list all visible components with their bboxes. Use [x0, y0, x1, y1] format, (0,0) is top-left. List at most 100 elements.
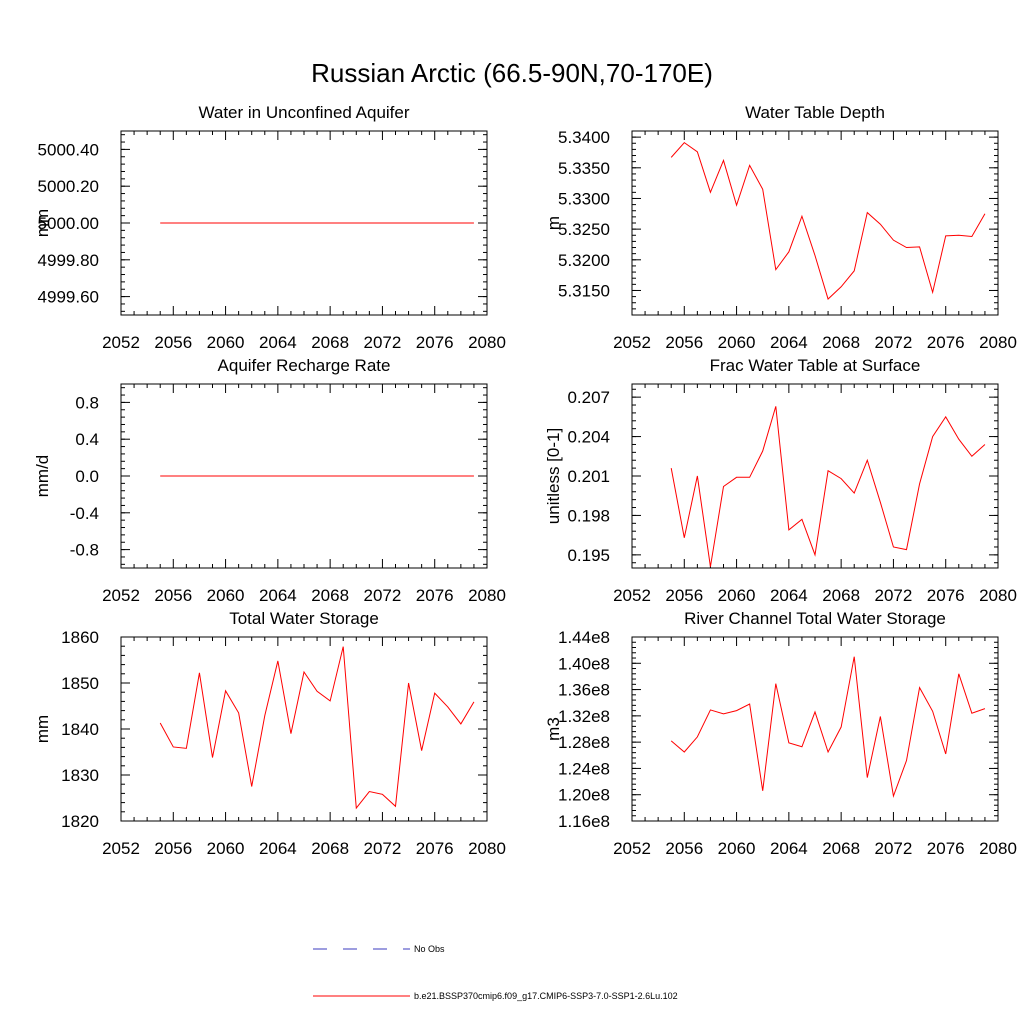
x-tick-label: 2076	[927, 586, 965, 605]
x-tick-label: 2064	[259, 839, 297, 858]
x-tick-label: 2068	[822, 586, 860, 605]
y-axis-label: m3	[544, 717, 563, 741]
panel-5: River Channel Total Water Storage m3 2052 2…	[544, 609, 1017, 858]
y-tick-label: 5.3200	[558, 251, 610, 270]
y-tick-label: 5.3150	[558, 281, 610, 300]
panel-0: Water in Unconfined Aquifer mm 2052 2056 206…	[33, 103, 506, 352]
y-tick-label: 1830	[61, 766, 99, 785]
y-tick-label: 0.195	[567, 546, 610, 565]
panel-title: Aquifer Recharge Rate	[218, 356, 391, 375]
panel-frame	[631, 130, 999, 316]
y-tick-label: 1.20e8	[558, 786, 610, 805]
panel-title: Frac Water Table at Surface	[710, 356, 921, 375]
y-tick-label: 0.0	[75, 467, 99, 486]
panel-4: Total Water Storage mm 2052 2056 2060 2064 206…	[33, 609, 506, 858]
panels: Water in Unconfined Aquifer mm 2052 2056 206…	[33, 103, 1017, 858]
panel-title: Total Water Storage	[229, 609, 379, 628]
y-tick-label: 1.32e8	[558, 707, 610, 726]
y-tick-label: 0.4	[75, 430, 99, 449]
x-tick-label: 2056	[665, 839, 703, 858]
x-tick-label: 2068	[311, 839, 349, 858]
x-tick-label: 2052	[102, 333, 140, 352]
panel-frame	[120, 636, 488, 822]
x-tick-label: 2056	[154, 333, 192, 352]
y-axis-label: m	[544, 216, 563, 230]
panel-title: Water in Unconfined Aquifer	[198, 103, 409, 122]
y-tick-label: 5.3350	[558, 159, 610, 178]
x-tick-label: 2064	[770, 333, 808, 352]
panel-2: Aquifer Recharge Rate mm/d 2052 2056 2060 206…	[33, 356, 506, 605]
x-tick-label: 2052	[613, 333, 651, 352]
x-tick-label: 2056	[154, 586, 192, 605]
x-tick-label: 2056	[665, 586, 703, 605]
x-tick-label: 2076	[416, 333, 454, 352]
x-tick-label: 2056	[154, 839, 192, 858]
y-tick-label: 5000.40	[38, 140, 99, 159]
y-tick-label: 1.24e8	[558, 759, 610, 778]
x-tick-label: 2072	[364, 839, 402, 858]
y-tick-label: 5.3250	[558, 220, 610, 239]
y-tick-label: -0.4	[70, 504, 99, 523]
x-tick-label: 2080	[468, 586, 506, 605]
x-tick-label: 2064	[770, 586, 808, 605]
x-tick-label: 2068	[311, 333, 349, 352]
legend: No Obs b.e21.BSSP370cmip6.f09_g17.CMIP6-…	[313, 944, 678, 1001]
series-line	[670, 141, 986, 300]
x-tick-label: 2068	[822, 333, 860, 352]
panel-3: Frac Water Table at Surface unitless [0-1…	[544, 356, 1017, 605]
x-tick-label: 2080	[979, 586, 1017, 605]
y-tick-label: 5000.20	[38, 177, 99, 196]
y-tick-label: 5.3400	[558, 128, 610, 147]
y-tick-label: 1820	[61, 812, 99, 831]
x-tick-label: 2068	[822, 839, 860, 858]
x-tick-label: 2072	[875, 586, 913, 605]
y-axis-label: unitless [0-1]	[544, 428, 563, 524]
y-tick-label: 5.3300	[558, 189, 610, 208]
x-tick-label: 2072	[875, 839, 913, 858]
x-tick-label: 2064	[259, 333, 297, 352]
panel-frame	[631, 383, 999, 569]
legend-obs-label: No Obs	[414, 944, 445, 954]
y-axis-label: mm	[33, 209, 52, 237]
x-tick-label: 2076	[927, 333, 965, 352]
y-tick-label: 0.207	[567, 388, 610, 407]
x-tick-label: 2052	[102, 839, 140, 858]
y-tick-label: 1840	[61, 720, 99, 739]
y-tick-label: 4999.60	[38, 288, 99, 307]
y-tick-label: 4999.80	[38, 251, 99, 270]
y-tick-label: 0.8	[75, 393, 99, 412]
x-tick-label: 2052	[613, 839, 651, 858]
y-tick-label: 0.198	[567, 506, 610, 525]
x-tick-label: 2076	[927, 839, 965, 858]
panel-title: River Channel Total Water Storage	[684, 609, 946, 628]
x-tick-label: 2068	[311, 586, 349, 605]
x-tick-label: 2060	[718, 839, 756, 858]
y-tick-label: 1.40e8	[558, 654, 610, 673]
y-tick-label: 1.44e8	[558, 628, 610, 647]
x-tick-label: 2060	[207, 586, 245, 605]
y-tick-label: 0.201	[567, 467, 610, 486]
panel-1: Water Table Depth m 2052 2056 2060 2064 2068 20…	[544, 103, 1017, 352]
panel-title: Water Table Depth	[745, 103, 885, 122]
y-tick-label: 1850	[61, 674, 99, 693]
y-tick-label: 1860	[61, 628, 99, 647]
series-line	[670, 406, 986, 567]
x-tick-label: 2056	[665, 333, 703, 352]
figure-title: Russian Arctic (66.5-90N,70-170E)	[311, 58, 713, 88]
y-axis-label: mm/d	[33, 455, 52, 498]
y-tick-label: 5000.00	[38, 214, 99, 233]
x-tick-label: 2080	[979, 333, 1017, 352]
x-tick-label: 2080	[468, 839, 506, 858]
y-tick-label: 1.16e8	[558, 812, 610, 831]
x-tick-label: 2076	[416, 586, 454, 605]
series-line	[159, 646, 475, 810]
x-tick-label: 2052	[613, 586, 651, 605]
x-tick-label: 2060	[207, 839, 245, 858]
y-tick-label: 1.28e8	[558, 733, 610, 752]
y-axis-label: mm	[33, 715, 52, 743]
series-line	[670, 656, 986, 798]
x-tick-label: 2064	[770, 839, 808, 858]
x-tick-label: 2080	[468, 333, 506, 352]
x-tick-label: 2072	[364, 586, 402, 605]
